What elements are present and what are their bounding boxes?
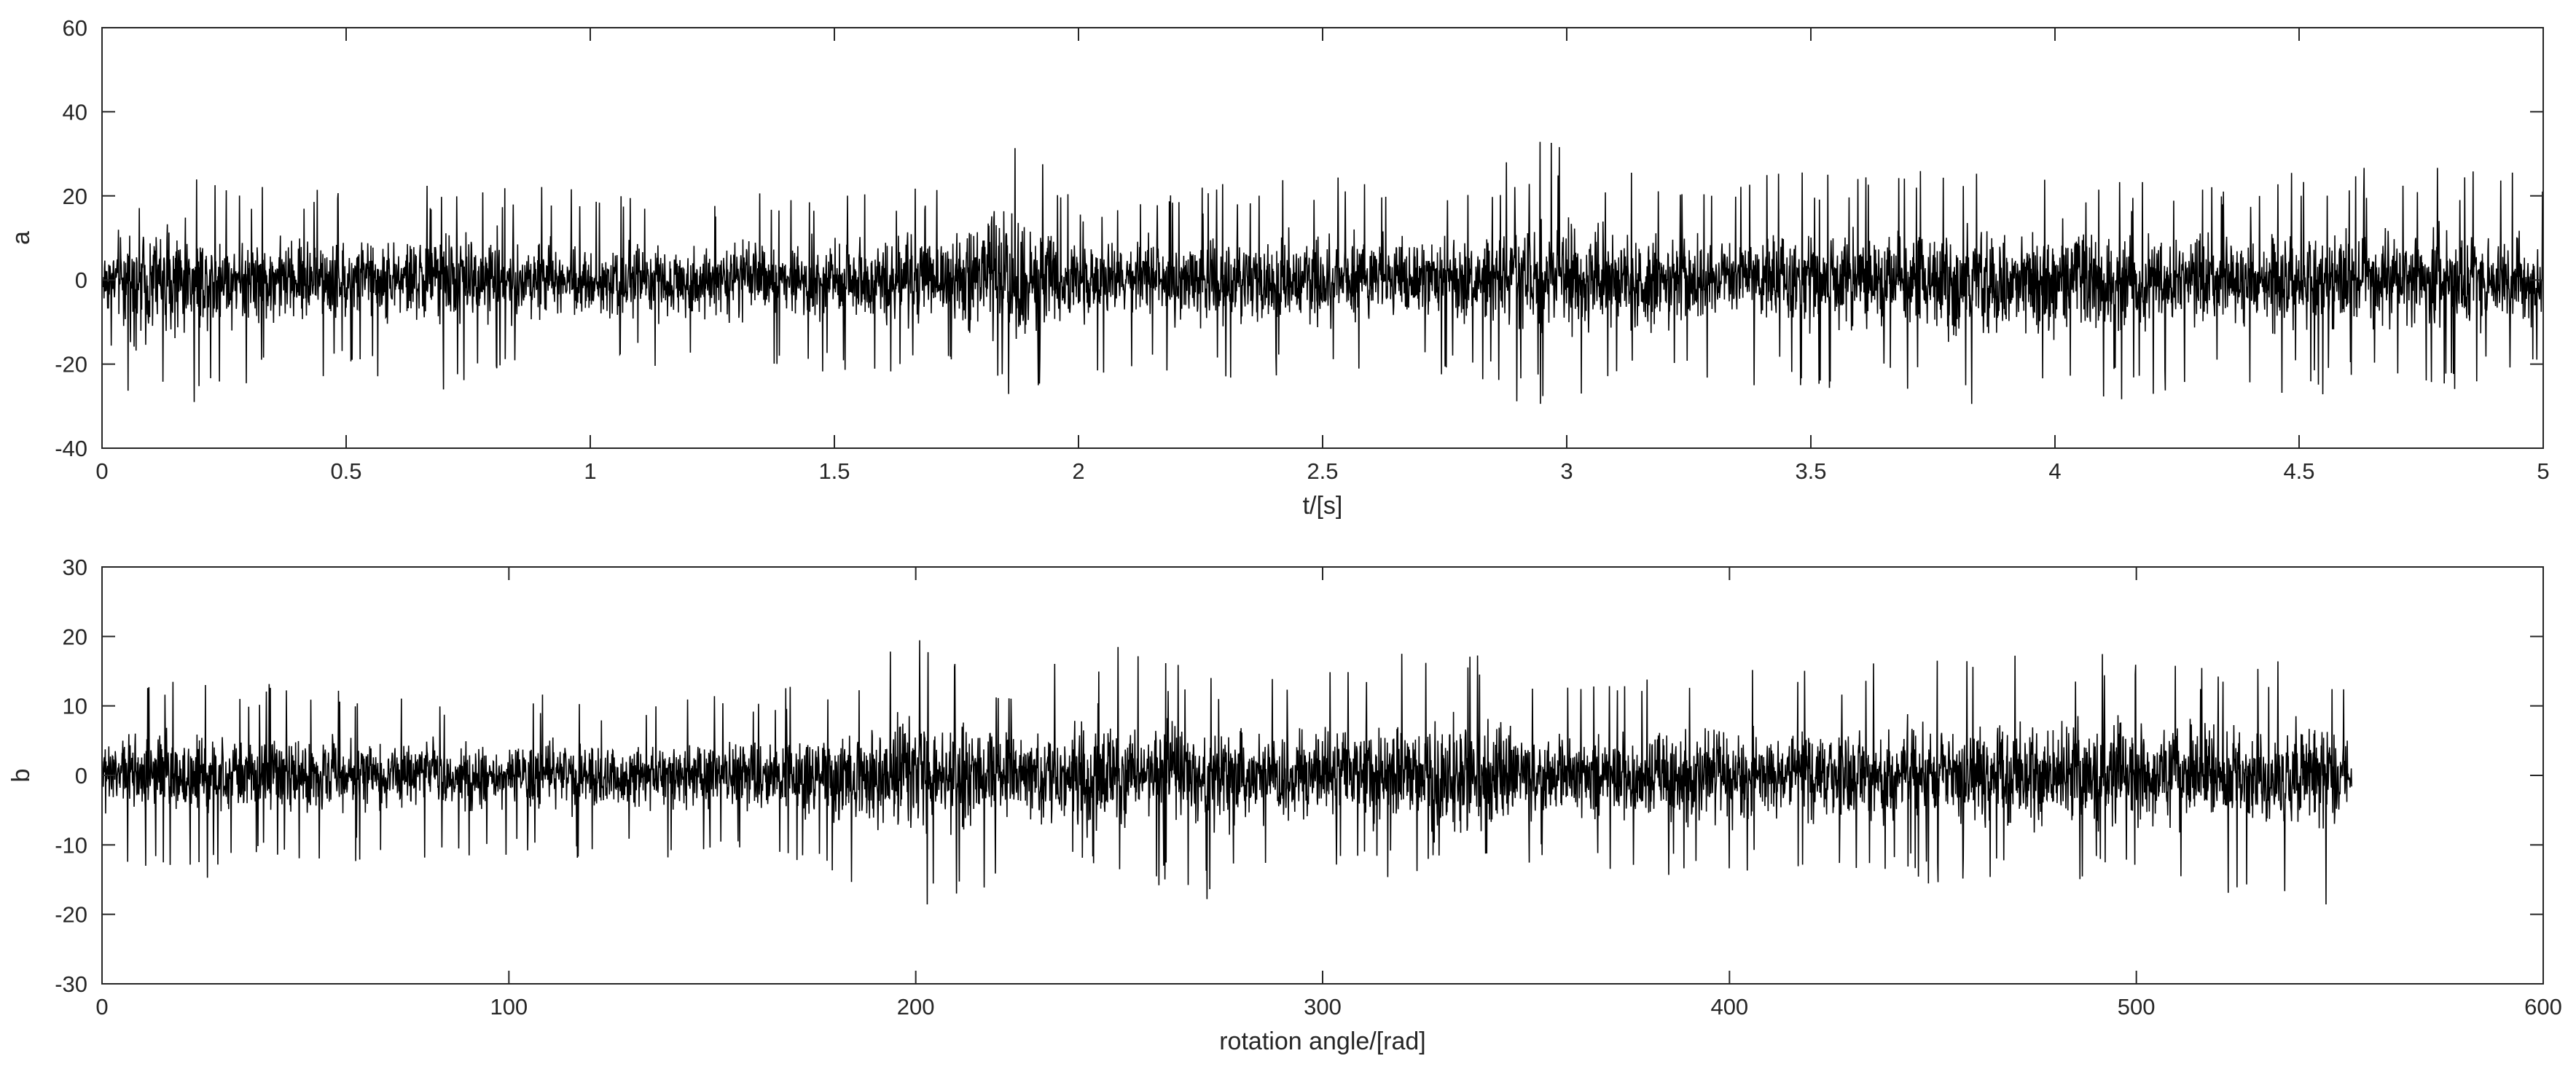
y-tick-label: 20 [63,184,87,209]
x-tick-label: 0 [95,458,108,484]
x-tick-label: 600 [2524,994,2562,1020]
axes-box [101,27,2544,449]
y-tick-label: 30 [63,555,87,580]
x-tick-label: 0 [95,994,108,1020]
x-tick-label: 2 [1072,458,1084,484]
y-tick-label: 60 [63,15,87,41]
y-axis-label: a [7,231,35,245]
x-tick-label: 400 [1710,994,1748,1020]
y-tick-label: 0 [75,763,87,789]
x-tick-label: 200 [897,994,935,1020]
x-tick-label: 0.5 [330,458,361,484]
x-tick-label: 2.5 [1307,458,1338,484]
x-axis-label: t/[s] [1303,492,1343,520]
x-axis-label: rotation angle/[rad] [1219,1028,1426,1055]
x-tick-label: 3 [1560,458,1573,484]
y-tick-label: 40 [63,99,87,125]
x-tick-label: 1.5 [818,458,850,484]
x-tick-label: 1 [584,458,596,484]
y-tick-label: -10 [55,832,87,858]
x-tick-label: 4 [2048,458,2061,484]
panel-a: 0 0.5 1 1.5 2 2.5 3 3.5 4 4.5 5 -40 -20 0 20 40 60 t/[s] a [7,15,2550,520]
y-tick-label: -30 [55,971,87,997]
x-tick-label: 5 [2537,458,2549,484]
y-axis-label: b [7,769,35,783]
x-tick-label: 300 [1304,994,1342,1020]
x-tick-label: 100 [490,994,528,1020]
y-tick-label: -20 [55,352,87,377]
y-tick-label: 10 [63,694,87,719]
x-tick-label: 3.5 [1795,458,1826,484]
signal-line [102,141,2543,404]
y-tick-label: -20 [55,902,87,928]
panel-b: 0 100 200 300 400 500 600 -30 -20 -10 0 10 20 30 rotat… [7,555,2562,1055]
x-tick-label: 4.5 [2283,458,2314,484]
y-tick-label: -40 [55,436,87,461]
y-tick-label: 0 [75,267,87,293]
x-tick-label: 500 [2118,994,2156,1020]
signal-line [102,640,2352,904]
y-tick-label: 20 [63,624,87,649]
